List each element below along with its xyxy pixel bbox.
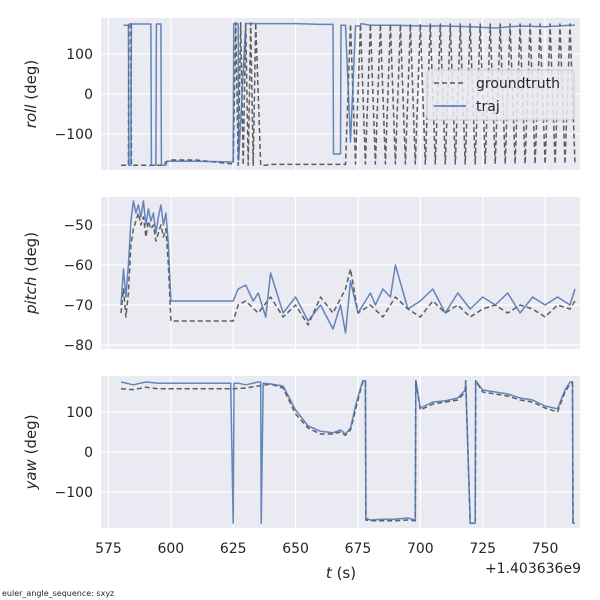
series-line-traj <box>120 200 576 334</box>
x-tick-label: 650 <box>282 541 309 557</box>
y-axis-label-unit: (deg) <box>22 232 40 277</box>
x-tick-label: 600 <box>157 541 184 557</box>
y-tick-label: −60 <box>63 258 93 274</box>
x-axis-label: t (s) <box>326 564 356 582</box>
y-axis-label-var: pitch <box>22 277 40 315</box>
legend-label-traj: traj <box>476 99 500 115</box>
legend-box <box>426 69 575 121</box>
y-axis-label-var: roll <box>22 104 40 129</box>
y-tick-label: 100 <box>66 405 93 421</box>
y-axis-label-unit: (deg) <box>22 414 40 459</box>
y-axis-label-var: yaw <box>22 458 40 490</box>
x-tick-label: 750 <box>532 541 559 557</box>
series-group <box>120 200 576 334</box>
x-tick-label: 675 <box>345 541 372 557</box>
x-axis-label-unit: (s) <box>332 564 356 582</box>
x-axis-label-var: t <box>326 564 333 582</box>
y-axis-label: yaw (deg) <box>22 414 40 490</box>
legend-label-groundtruth: groundtruth <box>476 76 560 92</box>
panel-pitch: −80 −70 −60 −50 pitch (deg) <box>22 197 580 354</box>
series-group <box>120 380 575 524</box>
series-line-groundtruth <box>121 22 576 166</box>
y-tick-label: 0 <box>84 87 93 103</box>
x-tick-label: 725 <box>469 541 496 557</box>
y-tick-label: −100 <box>55 485 93 501</box>
y-axis-label: roll (deg) <box>22 60 40 128</box>
panel-roll: −100 0 100 roll (deg) groundtruth traj <box>22 18 580 170</box>
y-tick-label: 0 <box>84 445 93 461</box>
panel-background <box>101 197 580 349</box>
x-offset-label: +1.403636e9 <box>485 561 581 577</box>
series-line-traj <box>120 380 575 524</box>
y-tick-label: −70 <box>63 298 93 314</box>
y-tick-label: −50 <box>63 218 93 234</box>
y-axis-label-unit: (deg) <box>22 60 40 105</box>
panel-yaw: −100 0 100 yaw (deg) 575 600 625 650 675 700 725 75… <box>22 376 580 557</box>
y-tick-label: −100 <box>55 127 93 143</box>
legend: groundtruth traj <box>426 69 575 121</box>
x-tick-label: 625 <box>220 541 247 557</box>
y-tick-label: −80 <box>63 338 93 354</box>
x-tick-label: 575 <box>95 541 122 557</box>
y-axis-label: pitch (deg) <box>22 232 40 315</box>
x-tick-label: 700 <box>407 541 434 557</box>
series-line-groundtruth <box>120 212 576 326</box>
series-line-traj <box>123 22 575 166</box>
footnote: euler_angle_sequence: sxyz <box>2 589 114 598</box>
y-tick-label: 100 <box>66 47 93 63</box>
series-group <box>121 22 576 166</box>
